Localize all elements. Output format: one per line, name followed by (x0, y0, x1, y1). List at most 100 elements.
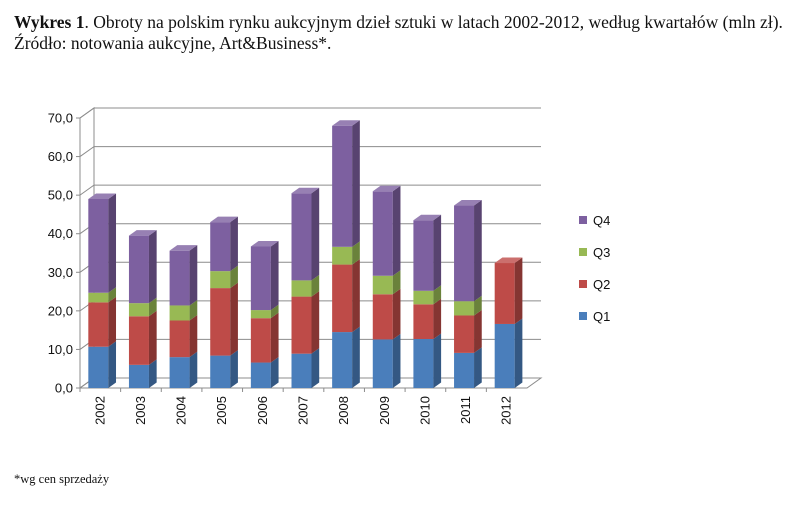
bar-front (372, 191, 393, 276)
footnote: *wg cen sprzedaży (14, 472, 110, 486)
bar-front (169, 357, 190, 388)
bar-side (230, 265, 238, 289)
bar-segment-q3-2002 (88, 287, 117, 303)
bar-top-2007 (291, 187, 320, 194)
x-tick-label: 2011 (458, 396, 473, 424)
x-tick-label: 2005 (214, 396, 229, 425)
bar-front (291, 193, 312, 281)
bar-side (270, 304, 279, 319)
bar-front (332, 246, 353, 265)
bar-side (108, 341, 117, 388)
bar-side (433, 298, 442, 340)
bar-segment-q4-2009 (372, 185, 401, 276)
bar-side (311, 291, 320, 354)
bar-front (88, 302, 109, 347)
bar-segment-q4-2007 (291, 187, 320, 281)
bar-side (108, 193, 117, 293)
bar-front (413, 304, 434, 340)
bar-segment-q3-2007 (291, 274, 320, 297)
bar-segment-q3-2005 (210, 265, 238, 289)
bar-front (494, 263, 515, 324)
bar-side (148, 230, 157, 304)
bar-side (433, 333, 442, 388)
bar-top-2009 (372, 185, 401, 192)
bar-segment-q2-2004 (169, 315, 198, 358)
y-tick-label: 50,0 (48, 188, 73, 203)
bar-segment-q1-2004 (169, 351, 198, 388)
bar-segment-q2-2010 (413, 298, 442, 340)
bar-side (514, 257, 523, 324)
bar-side (189, 315, 198, 358)
x-tick-label: 2002 (92, 396, 107, 425)
bar-segment-q4-2011 (454, 200, 482, 302)
bar-segment-q2-2009 (372, 288, 401, 340)
bar-side (108, 287, 117, 303)
bar-segment-q1-2005 (210, 350, 238, 388)
bar-side (311, 274, 320, 297)
x-tick-label: 2008 (336, 396, 351, 425)
legend-label: Q4 (593, 213, 610, 228)
bar-side (352, 326, 360, 388)
bar-segment-q3-2010 (413, 285, 442, 305)
bar-side (474, 295, 482, 316)
bar-side (230, 216, 238, 272)
bar-segment-q2-2008 (332, 259, 360, 333)
x-tick-label: 2012 (499, 396, 514, 425)
bar-side (514, 318, 523, 388)
bar-segment-q3-2006 (250, 304, 279, 319)
bar-segment-q4-2002 (88, 193, 117, 293)
bar-front (128, 303, 149, 317)
gridline (79, 184, 541, 196)
bar-side (189, 299, 198, 321)
bar-segment-q1-2011 (454, 347, 482, 388)
bar-segment-q3-2008 (332, 241, 360, 265)
y-tick-label: 60,0 (48, 149, 73, 164)
bar-front (88, 292, 109, 303)
bar-front (413, 339, 434, 388)
bar-segment-q2-2011 (454, 309, 482, 353)
bar-front (169, 305, 190, 321)
bar-front (332, 264, 353, 333)
bar-front (250, 246, 271, 311)
bar-segment-q1-2006 (250, 357, 279, 388)
bar-front (494, 323, 515, 388)
gridline (79, 107, 541, 119)
bar-side (474, 200, 482, 302)
bar-segment-q1-2002 (88, 341, 117, 388)
y-axis-ticks: 0,0 10,0 20,0 30,0 40,0 50,0 60,0 70,0 (48, 111, 81, 396)
bar-segment-q2-2006 (250, 312, 279, 363)
bar-top-2003 (128, 230, 157, 236)
legend-swatch (579, 312, 587, 320)
bar-front (291, 280, 312, 297)
bar-side (433, 214, 442, 291)
bar-segment-q3-2011 (454, 295, 482, 316)
bar-side (311, 187, 320, 281)
bar-segment-q2-2002 (88, 296, 117, 347)
bar-front (169, 250, 190, 306)
bar-segment-q4-2008 (332, 120, 360, 247)
bar-side (311, 348, 320, 388)
caption-text: . Obroty na polskim rynku aukcyjnym dzie… (14, 12, 783, 53)
bar-side (474, 347, 482, 388)
bar-segment-q1-2012 (494, 318, 523, 388)
bar-segment-q3-2004 (169, 299, 198, 321)
legend-item-q3: Q3 (579, 245, 610, 260)
caption-label: Wykres 1 (14, 12, 85, 32)
bar-front (128, 235, 149, 304)
legend-swatch (579, 216, 587, 224)
bar-side (392, 333, 401, 388)
x-tick-label: 2004 (174, 396, 189, 425)
bar-segment-q3-2009 (372, 270, 401, 295)
bar-front (291, 353, 312, 388)
bar-segment-q4-2010 (413, 214, 442, 291)
bar-front (210, 355, 231, 388)
legend-swatch (579, 248, 587, 256)
x-tick-label: 2007 (296, 396, 311, 425)
bar-front (332, 125, 353, 247)
bar-segment-q4-2004 (169, 245, 198, 306)
y-tick-label: 20,0 (48, 303, 73, 318)
bar-side (270, 357, 279, 388)
bar-front (291, 296, 312, 354)
bar-side (352, 120, 360, 247)
